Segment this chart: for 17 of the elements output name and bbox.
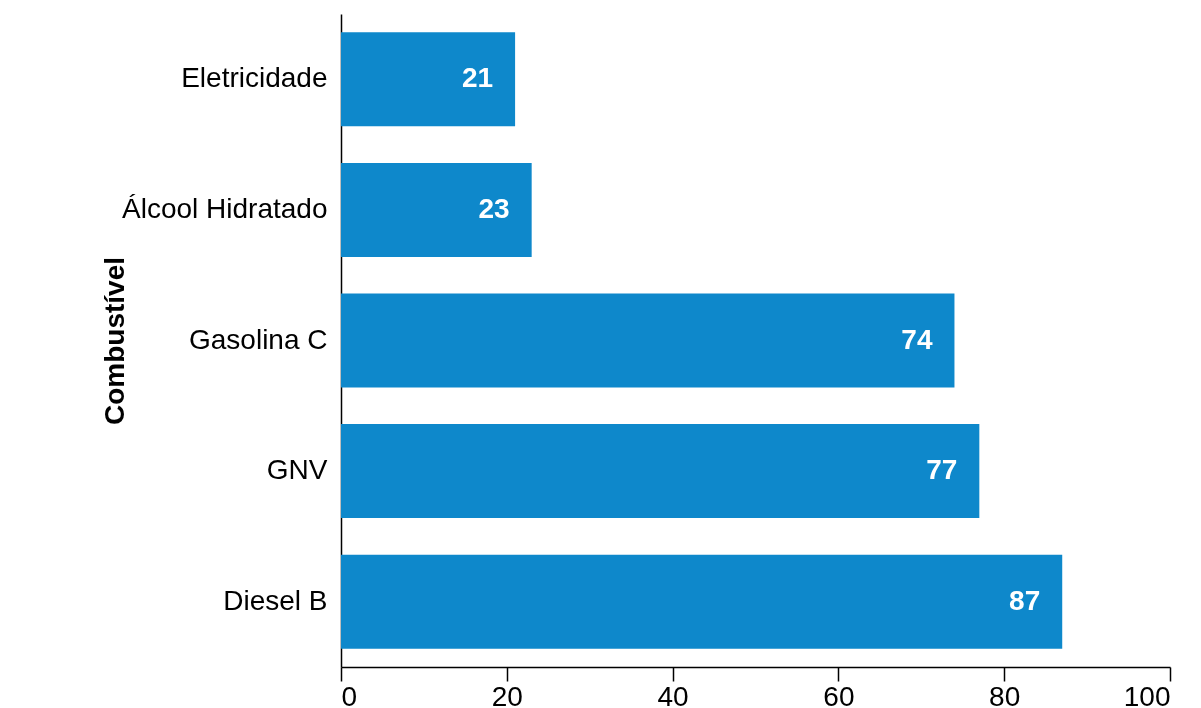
y-tick-label: Diesel B — [223, 584, 328, 616]
y-tick-label: GNV — [266, 454, 328, 486]
x-tick-label: 0 — [341, 680, 358, 708]
x-tick-label: 100 — [1123, 680, 1171, 708]
x-tick-label: 20 — [491, 680, 523, 708]
data-label: 23 — [478, 192, 510, 224]
x-tick-label: 80 — [989, 680, 1021, 708]
x-tick-label: 60 — [823, 680, 855, 708]
y-axis-title: Combustível — [98, 256, 130, 426]
y-tick-label: Álcool Hidratado — [122, 192, 328, 224]
data-label: 74 — [901, 323, 933, 355]
data-label: 77 — [926, 454, 958, 486]
data-label: 87 — [1009, 584, 1041, 616]
y-tick-label: Eletricidade — [181, 62, 328, 94]
x-tick-label: 40 — [657, 680, 689, 708]
y-tick-label: Gasolina C — [188, 323, 328, 355]
data-label: 21 — [461, 62, 494, 94]
